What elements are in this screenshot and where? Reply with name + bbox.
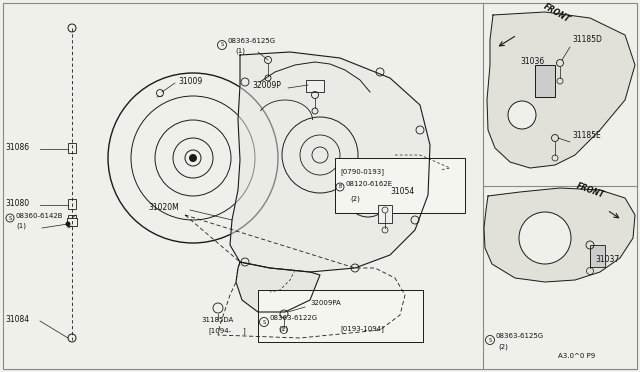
Text: 31185D: 31185D — [572, 35, 602, 44]
Text: 08363-6125G: 08363-6125G — [496, 333, 544, 339]
Text: [1094-: [1094- — [208, 327, 231, 334]
Text: 31020M: 31020M — [148, 203, 179, 212]
Text: S: S — [220, 42, 223, 48]
Text: 08363-6125G: 08363-6125G — [228, 38, 276, 44]
Text: B: B — [339, 185, 342, 189]
Text: 32009PA: 32009PA — [310, 300, 340, 306]
Text: 08363-6122G: 08363-6122G — [270, 315, 318, 321]
Text: A3.0^0 P9: A3.0^0 P9 — [557, 353, 595, 359]
Text: (2): (2) — [350, 195, 360, 202]
Text: 31009: 31009 — [178, 77, 202, 87]
Text: S: S — [262, 320, 266, 324]
Bar — [68, 199, 76, 209]
Text: S: S — [8, 215, 12, 221]
Polygon shape — [487, 12, 635, 168]
Text: FRONT: FRONT — [575, 182, 605, 200]
Bar — [68, 143, 76, 153]
Bar — [535, 65, 555, 97]
Text: [0193-1094]: [0193-1094] — [340, 325, 384, 332]
Text: 31084: 31084 — [5, 315, 29, 324]
Bar — [68, 215, 76, 225]
Circle shape — [508, 101, 536, 129]
Text: 08120-6162E: 08120-6162E — [346, 181, 393, 187]
Text: 31080: 31080 — [5, 199, 29, 208]
Text: (2): (2) — [498, 343, 508, 350]
Bar — [378, 205, 392, 223]
Text: 31037: 31037 — [595, 255, 620, 264]
Bar — [67, 218, 77, 226]
Polygon shape — [236, 262, 320, 312]
Text: 32009P: 32009P — [252, 81, 281, 90]
Text: [0790-0193]: [0790-0193] — [340, 168, 384, 175]
Text: 31185DA: 31185DA — [202, 317, 234, 323]
Text: 31054: 31054 — [390, 187, 414, 196]
Text: ]: ] — [242, 327, 244, 334]
Circle shape — [65, 221, 70, 227]
Text: (1): (1) — [16, 223, 26, 229]
Text: 31086: 31086 — [5, 144, 29, 153]
Bar — [335, 158, 465, 213]
Text: 31185E: 31185E — [572, 131, 601, 140]
Bar — [306, 80, 324, 92]
Bar — [590, 245, 605, 267]
Circle shape — [189, 154, 197, 162]
Text: 08360-6142B: 08360-6142B — [16, 213, 63, 219]
Polygon shape — [230, 52, 430, 272]
Polygon shape — [484, 188, 635, 282]
Bar — [258, 290, 423, 342]
Text: 31036: 31036 — [520, 57, 544, 66]
Text: (1): (1) — [278, 325, 288, 331]
Text: (1): (1) — [235, 47, 245, 54]
Circle shape — [519, 212, 571, 264]
Text: S: S — [488, 337, 492, 343]
Text: FRONT: FRONT — [542, 1, 572, 24]
